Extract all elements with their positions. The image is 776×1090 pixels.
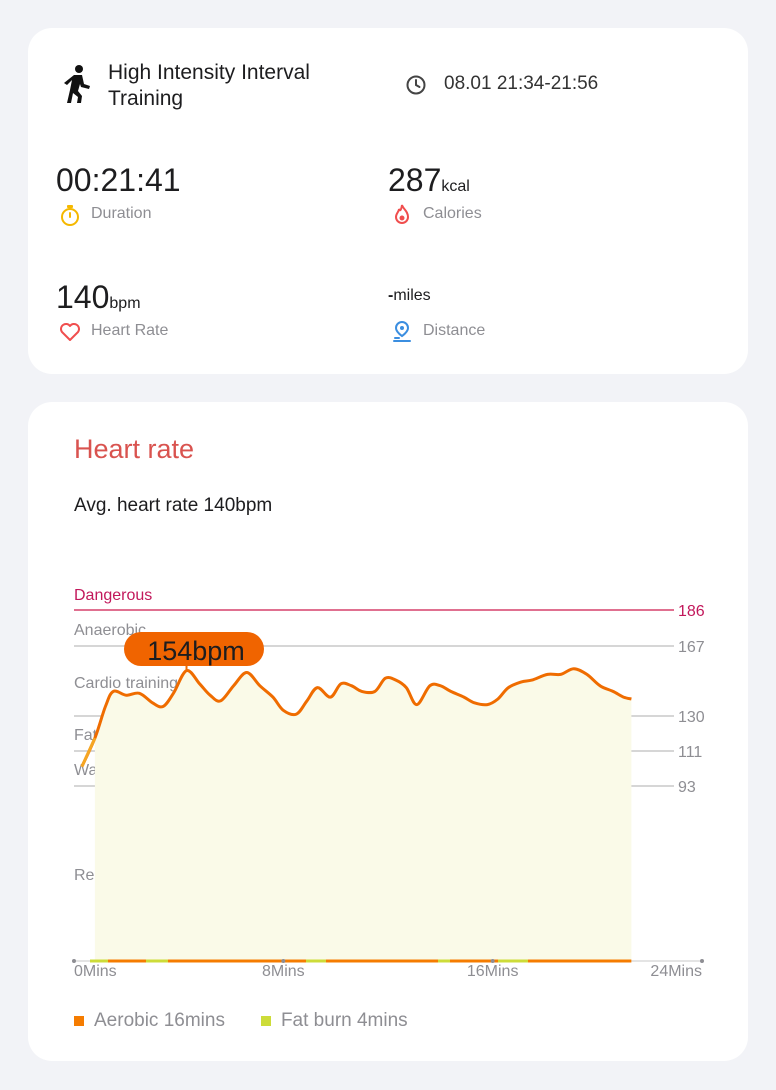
x-tick-label-3: 24Mins: [650, 963, 702, 980]
heart-rate-metric: 140bpm: [56, 279, 141, 315]
heart-rate-chart: Dangerous 186 Anaerobic 167 Cardio training 1…: [72, 587, 705, 980]
duration-label: Duration: [91, 205, 152, 222]
distance-label: Distance: [423, 322, 486, 339]
workout-summary-card: High Intensity Interval Training 08.01 2…: [28, 28, 748, 374]
zone-threshold-93: 93: [678, 779, 696, 796]
distance-unit: miles: [393, 287, 431, 304]
legend-fat-burn: Fat burn 4mins: [280, 1010, 408, 1031]
distance-value: -: [388, 287, 394, 304]
x-tick-label-1: 8Mins: [262, 963, 305, 980]
clock-icon: [406, 75, 426, 95]
heart-rate-card: Heart rate Avg. heart rate 140bpm Danger…: [28, 402, 748, 1061]
legend-swatch-fat-burn: [260, 1016, 271, 1026]
distance-metric: -miles: [388, 287, 431, 305]
legend-swatch-aerobic: [74, 1016, 84, 1026]
flame-icon: [394, 204, 410, 224]
zone-label-dangerous: Dangerous: [74, 587, 152, 604]
workout-time-range: 08.01 21:34-21:56: [444, 73, 599, 94]
x-tick-dot-1: [281, 959, 286, 963]
stopwatch-icon: [61, 205, 79, 226]
heart-icon: [60, 323, 80, 341]
tooltip-value: 154bpm: [147, 636, 245, 666]
x-tick-dot-2: [490, 959, 495, 963]
zone-threshold-130: 130: [678, 709, 705, 726]
calories-unit: kcal: [441, 178, 470, 195]
duration-value: 00:21:41: [56, 162, 181, 198]
legend: Aerobic 16mins Fat burn 4mins: [74, 1010, 408, 1032]
heart-rate-area: [81, 668, 632, 961]
heart-rate-title: Heart rate: [74, 434, 195, 464]
heart-rate-value: 140: [56, 279, 110, 315]
calories-value: 287: [388, 162, 442, 198]
x-tick-dot-0: [72, 959, 76, 963]
heart-rate-label: Heart Rate: [91, 322, 169, 339]
workout-name: High Intensity Interval Training: [108, 61, 310, 110]
zone-threshold-186: 186: [678, 603, 705, 620]
x-tick-dot-3: [700, 959, 704, 963]
x-tick-label-2: 16Mins: [467, 963, 519, 980]
zone-threshold-167: 167: [678, 639, 705, 656]
location-pin-icon: [393, 320, 411, 342]
zone-label-anaerobic: Anaerobic: [74, 622, 146, 639]
calories-metric: 287kcal: [388, 162, 470, 198]
calories-label: Calories: [423, 205, 482, 222]
legend-aerobic: Aerobic 16mins: [94, 1010, 225, 1031]
avg-heart-rate-text: Avg. heart rate 140bpm: [74, 495, 273, 516]
running-person-icon: [64, 65, 90, 103]
zone-label-cardio-training: Cardio training: [74, 675, 178, 692]
heart-rate-line: [80, 667, 632, 768]
heart-rate-line-warmup: [80, 737, 97, 768]
zone-threshold-111: 111: [678, 744, 702, 761]
x-tick-label-0: 0Mins: [74, 963, 117, 980]
tooltip-bubble: [124, 632, 264, 666]
heart-rate-unit: bpm: [109, 295, 141, 312]
